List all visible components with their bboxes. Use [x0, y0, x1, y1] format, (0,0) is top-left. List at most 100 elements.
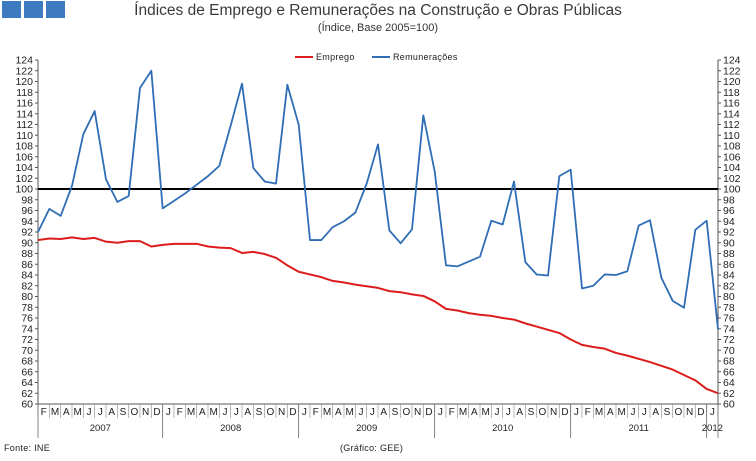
x-month-label: O	[402, 407, 410, 418]
y-tick-label-right: 104	[723, 162, 741, 174]
x-month-label: N	[414, 407, 421, 418]
y-tick-label-left: 100	[15, 184, 33, 196]
x-month-label: A	[199, 407, 206, 418]
x-month-label: J	[631, 407, 636, 418]
x-month-label: O	[130, 407, 138, 418]
y-tick-label-left: 124	[15, 55, 33, 67]
legend-label: Remunerações	[393, 52, 458, 62]
x-year-label: 2012	[702, 423, 723, 434]
x-year-label: 2010	[492, 423, 513, 434]
x-month-label: D	[425, 407, 432, 418]
y-tick-label-left: 116	[16, 98, 33, 110]
x-month-label: A	[471, 407, 478, 418]
y-tick-label-right: 120	[723, 76, 741, 88]
x-month-label: O	[674, 407, 682, 418]
y-tick-label-right: 82	[723, 280, 735, 292]
y-tick-label-right: 94	[723, 216, 735, 228]
x-month-label: F	[41, 407, 47, 418]
x-month-label: S	[120, 407, 127, 418]
x-month-label: D	[289, 407, 296, 418]
y-tick-label-left: 72	[21, 334, 33, 346]
x-month-label: S	[664, 407, 671, 418]
y-tick-label-left: 64	[21, 377, 33, 389]
x-month-label: A	[380, 407, 387, 418]
y-tick-label-right: 90	[723, 237, 735, 249]
y-tick-label-left: 114	[16, 108, 33, 120]
y-tick-label-right: 62	[723, 388, 735, 400]
y-tick-label-right: 108	[723, 141, 741, 153]
series-line-remunera-es	[37, 69, 719, 330]
y-tick-label-right: 68	[723, 356, 735, 368]
logo-square	[46, 1, 65, 18]
x-month-label: M	[345, 407, 353, 418]
y-tick-label-left: 110	[16, 130, 33, 142]
y-tick-label-left: 90	[21, 237, 33, 249]
x-month-label: D	[153, 407, 160, 418]
gee-logo	[2, 1, 65, 18]
x-month-label: O	[538, 407, 546, 418]
y-tick-label-left: 120	[15, 76, 33, 88]
y-tick-label-right: 124	[723, 55, 741, 67]
x-month-label: M	[481, 407, 489, 418]
y-tick-label-right: 60	[723, 399, 735, 411]
y-tick-label-left: 88	[21, 248, 33, 260]
x-year-label: 2008	[220, 423, 241, 434]
x-month-label: F	[585, 407, 591, 418]
x-month-label: J	[574, 407, 579, 418]
y-tick-label-right: 64	[723, 377, 735, 389]
x-year-label: 2011	[628, 423, 648, 434]
y-tick-label-left: 66	[21, 366, 33, 378]
x-month-label: M	[209, 407, 217, 418]
x-month-label: J	[642, 407, 647, 418]
x-month-label: A	[63, 407, 70, 418]
x-month-label: F	[177, 407, 183, 418]
x-year-label: 2007	[90, 423, 111, 434]
y-tick-label-right: 78	[723, 302, 735, 314]
y-tick-label-left: 84	[21, 270, 33, 282]
logo-square	[2, 1, 21, 18]
x-month-label: J	[87, 407, 92, 418]
x-month-label: J	[223, 407, 228, 418]
y-tick-label-left: 92	[21, 227, 33, 239]
y-tick-label-left: 74	[21, 323, 33, 335]
y-tick-label-left: 76	[21, 313, 33, 325]
source-note: Fonte: INE	[4, 443, 51, 453]
y-tick-label-left: 112	[16, 119, 33, 131]
x-month-label: S	[392, 407, 399, 418]
x-month-label: M	[51, 407, 59, 418]
x-year-label: 2009	[356, 423, 377, 434]
y-tick-label-left: 82	[21, 280, 33, 292]
y-tick-label-left: 78	[21, 302, 33, 314]
y-tick-label-left: 62	[21, 388, 33, 400]
x-month-label: S	[528, 407, 535, 418]
x-month-label: A	[335, 407, 342, 418]
x-month-label: M	[187, 407, 195, 418]
x-month-label: M	[73, 407, 81, 418]
x-month-label: N	[686, 407, 693, 418]
credit-note: (Gráfico: GEE)	[340, 443, 404, 453]
y-tick-label-right: 84	[723, 270, 735, 282]
y-tick-label-right: 72	[723, 334, 735, 346]
y-tick-label-right: 118	[723, 87, 740, 99]
y-tick-label-right: 80	[723, 291, 735, 303]
x-month-label: N	[278, 407, 285, 418]
y-tick-label-right: 76	[723, 313, 735, 325]
chart-subtitle: (Índice, Base 2005=100)	[317, 22, 439, 34]
y-tick-label-right: 114	[723, 108, 740, 120]
y-tick-label-left: 118	[16, 87, 33, 99]
x-month-label: O	[266, 407, 274, 418]
y-tick-label-right: 92	[723, 227, 735, 239]
y-tick-label-right: 86	[723, 259, 735, 271]
legend-label: Emprego	[316, 52, 355, 62]
y-tick-label-left: 102	[15, 173, 33, 185]
y-tick-label-right: 110	[723, 130, 740, 142]
x-month-label: A	[108, 407, 115, 418]
x-month-label: M	[617, 407, 625, 418]
x-month-label: A	[516, 407, 523, 418]
y-tick-label-left: 70	[21, 345, 33, 357]
y-tick-label-left: 104	[15, 162, 33, 174]
x-month-label: J	[166, 407, 171, 418]
y-tick-label-right: 100	[723, 184, 741, 196]
x-month-label: S	[256, 407, 263, 418]
y-tick-label-left: 94	[21, 216, 33, 228]
